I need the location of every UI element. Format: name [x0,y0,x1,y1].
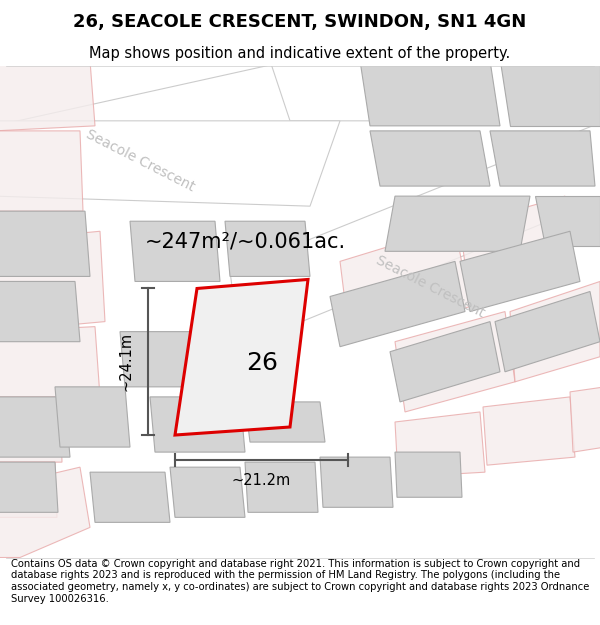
Polygon shape [483,397,575,465]
Polygon shape [320,457,393,508]
Polygon shape [330,261,465,347]
Polygon shape [150,397,245,452]
Polygon shape [0,61,95,131]
Text: 26, SEACOLE CRESCENT, SWINDON, SN1 4GN: 26, SEACOLE CRESCENT, SWINDON, SN1 4GN [73,13,527,31]
Polygon shape [395,412,485,478]
Polygon shape [340,226,470,342]
Text: ~24.1m: ~24.1m [119,332,133,391]
Polygon shape [0,462,58,512]
Polygon shape [370,131,490,186]
Polygon shape [395,311,515,412]
Polygon shape [0,467,90,558]
Polygon shape [200,332,285,382]
Polygon shape [510,281,600,382]
Polygon shape [495,291,600,372]
Text: Contains OS data © Crown copyright and database right 2021. This information is : Contains OS data © Crown copyright and d… [11,559,589,604]
Polygon shape [230,121,600,347]
Polygon shape [0,131,83,211]
Polygon shape [245,402,325,442]
Polygon shape [225,221,310,276]
Polygon shape [170,467,245,518]
Text: ~21.2m: ~21.2m [232,472,291,488]
Polygon shape [0,462,57,518]
Polygon shape [570,387,600,452]
Text: Map shows position and indicative extent of the property.: Map shows position and indicative extent… [89,46,511,61]
Text: Seacole Crescent: Seacole Crescent [373,253,487,320]
Polygon shape [0,397,62,462]
Polygon shape [460,231,580,311]
Polygon shape [490,131,595,186]
Polygon shape [90,472,170,522]
Polygon shape [245,462,318,512]
Polygon shape [130,221,220,281]
Text: ~247m²/~0.061ac.: ~247m²/~0.061ac. [145,231,346,251]
Polygon shape [0,397,70,457]
Polygon shape [270,61,430,121]
Polygon shape [535,196,600,246]
Polygon shape [0,281,80,342]
Text: 26: 26 [247,351,278,374]
Polygon shape [120,332,200,387]
Polygon shape [0,121,340,206]
Text: Seacole Crescent: Seacole Crescent [83,127,197,194]
Polygon shape [0,61,310,186]
Polygon shape [390,322,500,402]
Polygon shape [385,196,530,251]
Polygon shape [55,387,130,447]
Polygon shape [0,211,90,276]
Polygon shape [500,61,600,126]
Polygon shape [0,327,100,397]
Polygon shape [460,196,575,301]
Polygon shape [360,61,500,126]
Polygon shape [395,452,462,498]
Polygon shape [175,279,308,435]
Polygon shape [0,231,105,332]
